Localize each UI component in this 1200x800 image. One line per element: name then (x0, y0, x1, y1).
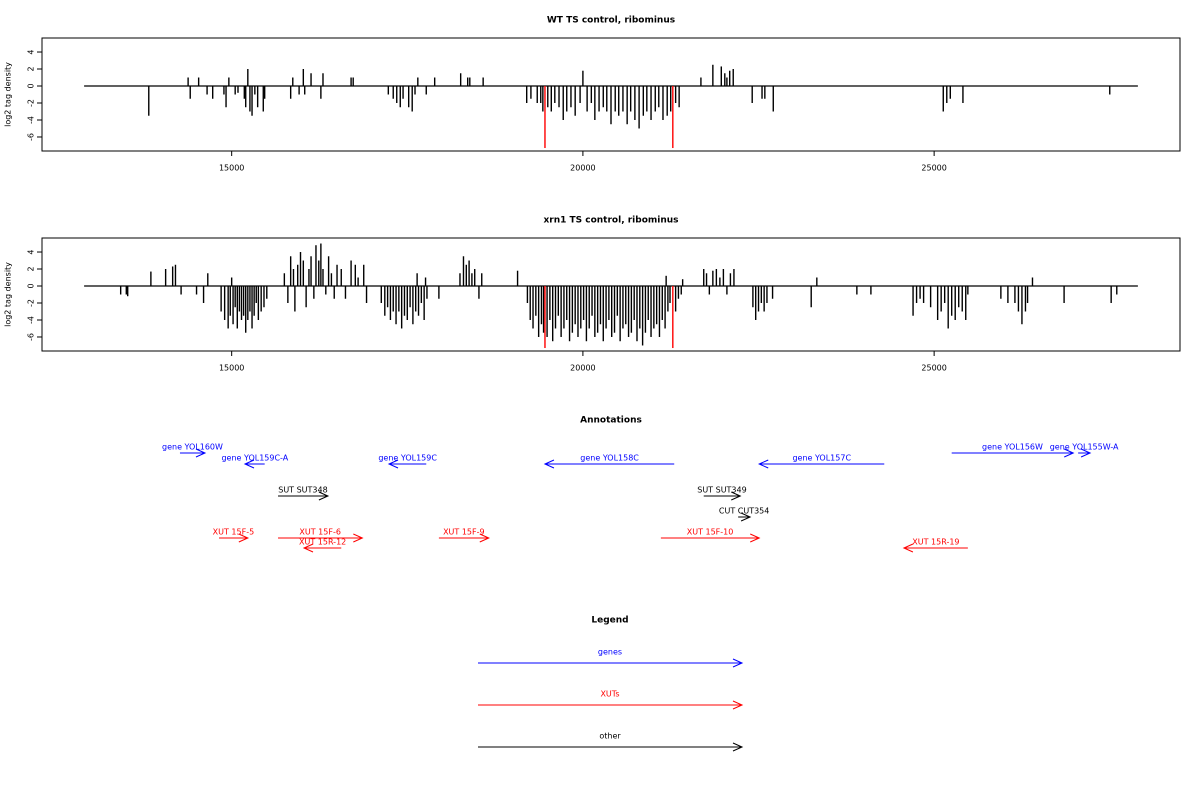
feature-arrow (543, 459, 675, 469)
y-tick-label: 4 (26, 49, 35, 54)
feature-label: CUT CUT354 (719, 507, 769, 516)
feature-arrow (703, 491, 742, 501)
feature-label: gene YOL157C (792, 454, 851, 463)
feature-label: gene YOL158C (580, 454, 639, 463)
y-tick-label: -2 (27, 99, 36, 107)
feature-arrow (278, 533, 364, 543)
y-tick-label: -6 (27, 333, 36, 341)
feature-label: gene YOL159C-A (221, 454, 288, 463)
y-tick-label: 0 (27, 283, 36, 288)
feature-arrow (757, 459, 885, 469)
feature-arrow (951, 448, 1075, 458)
x-tick-label: 25000 (921, 164, 946, 173)
chart-title: WT TS control, ribominus (547, 16, 675, 26)
feature-label: XUT 15F-10 (687, 528, 734, 537)
y-tick-label: 0 (27, 83, 36, 88)
x-tick-label: 20000 (570, 364, 595, 373)
x-tick-label: 15000 (219, 364, 244, 373)
feature-arrow (660, 533, 761, 543)
feature-label: XUT 15F-5 (213, 528, 255, 537)
feature-arrow (219, 533, 250, 543)
y-tick-label: -2 (27, 299, 36, 307)
feature-arrow (438, 533, 491, 543)
feature-label: gene YOL155W-A (1050, 443, 1119, 452)
y-axis-label: log2 tag density (4, 262, 13, 327)
legend-title: Legend (591, 616, 628, 626)
feature-label: SUT SUT349 (697, 486, 746, 495)
legend-arrow (478, 742, 744, 752)
feature-label: XUT 15F-9 (443, 528, 485, 537)
feature-arrow (278, 491, 330, 501)
x-tick-label: 20000 (570, 164, 595, 173)
feature-label: gene YOL156W (982, 443, 1043, 452)
feature-arrow (902, 543, 968, 553)
y-tick-label: 2 (27, 266, 36, 271)
y-tick-label: 4 (27, 249, 36, 254)
feature-arrow (738, 512, 752, 522)
chart-title: xrn1 TS control, ribominus (543, 216, 678, 226)
feature-arrow (243, 459, 265, 469)
legend-label: other (599, 732, 621, 741)
legend-arrow (478, 700, 744, 710)
feature-arrow (179, 448, 207, 458)
legend-label: genes (598, 648, 622, 657)
annotation-title: Annotations (580, 416, 642, 426)
y-tick-label: -4 (27, 116, 36, 124)
feature-arrow (302, 543, 342, 553)
feature-label: gene YOL159C (378, 454, 437, 463)
y-axis-label: log2 tag density (4, 62, 13, 127)
y-tick-label: -4 (27, 316, 36, 324)
feature-label: gene YOL160W (162, 443, 223, 452)
feature-label: XUT 15R-12 (299, 538, 346, 547)
plot-frame (41, 237, 1181, 352)
x-tick-label: 25000 (921, 364, 946, 373)
feature-label: XUT 15R-19 (912, 538, 959, 547)
y-tick-label: -6 (27, 133, 36, 141)
y-tick-label: 2 (27, 66, 36, 71)
x-tick-label: 15000 (219, 164, 244, 173)
legend-arrow (478, 658, 744, 668)
feature-arrow (1078, 448, 1092, 458)
feature-arrow (387, 459, 427, 469)
legend-label: XUTs (600, 690, 619, 699)
plot-frame (41, 37, 1181, 152)
feature-label: SUT SUT348 (278, 486, 327, 495)
feature-label: XUT 15F-6 (299, 528, 341, 537)
